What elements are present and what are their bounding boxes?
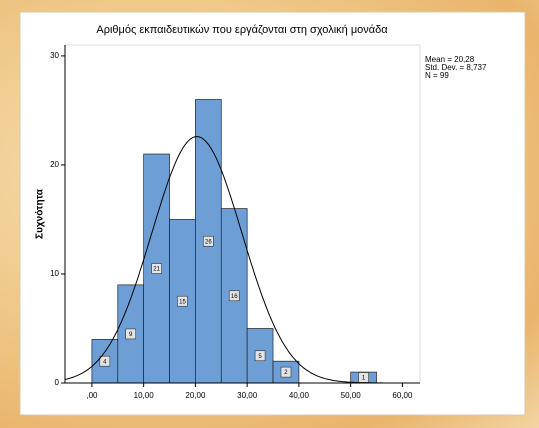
y-axis-label: Συχνότητα: [35, 188, 46, 239]
bar-label: 1: [362, 376, 366, 382]
label-box: [254, 350, 266, 362]
bar-label: 26: [205, 239, 212, 245]
stat-label: Std. Dev. = 8,737: [425, 63, 487, 72]
label-box: [177, 295, 188, 307]
y-tick-label: 30: [50, 51, 59, 60]
chart-title: Αριθμός εκπαιδευτικών που εργάζονται στη…: [96, 24, 388, 36]
bar-label: 15: [179, 299, 186, 305]
bar-label: 4: [103, 359, 107, 365]
y-tick-label: 10: [50, 269, 59, 278]
label-box: [125, 328, 137, 340]
label-box: [151, 263, 162, 274]
label-box: [203, 235, 214, 247]
x-tick-label: ,00: [86, 391, 98, 400]
label-box: [228, 290, 240, 302]
x-tick-label: 50,00: [341, 391, 362, 400]
label-box: [280, 366, 292, 378]
x-tick-label: 40,00: [289, 391, 310, 400]
stat-label: Mean = 20,28: [425, 55, 475, 64]
bar-label: 5: [258, 354, 262, 360]
y-tick-label: 20: [50, 160, 59, 169]
bar-label: 2: [284, 370, 288, 376]
x-tick-label: 10,00: [134, 391, 155, 400]
y-tick-label: 0: [55, 378, 60, 387]
bar-label: 21: [153, 267, 160, 273]
label-box: [99, 355, 111, 367]
x-tick-label: 30,00: [237, 391, 258, 400]
x-tick-label: 20,00: [185, 391, 206, 400]
bar-label: 16: [231, 294, 238, 300]
x-tick-label: 60,00: [392, 391, 413, 400]
bar-label: 9: [129, 332, 133, 338]
stat-label: N = 99: [425, 71, 449, 80]
